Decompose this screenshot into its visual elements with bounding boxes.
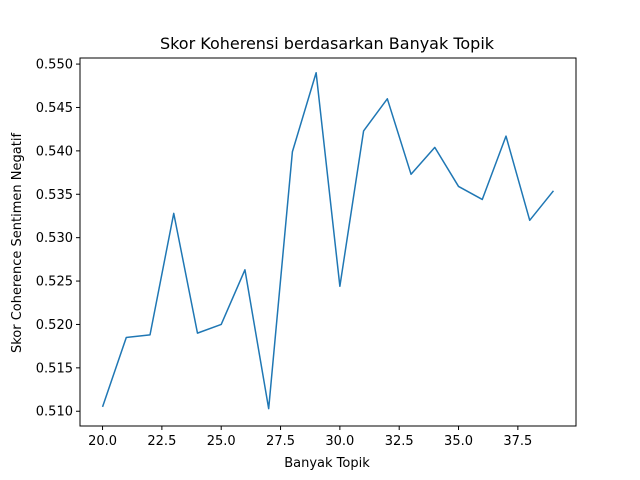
data-point — [505, 135, 507, 137]
y-tick-label: 0.535 — [36, 188, 73, 203]
y-tick-label: 0.540 — [36, 144, 73, 159]
series-line — [101, 72, 555, 410]
data-point — [267, 407, 269, 409]
data-point — [101, 406, 103, 408]
data-point — [315, 72, 317, 74]
data-point — [457, 185, 459, 187]
x-tick-label: 35.0 — [444, 434, 473, 449]
y-tick-label: 0.520 — [36, 318, 73, 333]
y-axis-label: Skor Coherence Sentimen Negatif — [10, 133, 25, 353]
x-axis-label: Banyak Topik — [284, 456, 370, 471]
data-point — [339, 285, 341, 287]
x-tick-label: 25.0 — [207, 434, 236, 449]
y-tick-label: 0.530 — [36, 231, 73, 246]
data-point — [529, 219, 531, 221]
data-point — [386, 98, 388, 100]
y-tick-label: 0.545 — [36, 101, 73, 116]
plot-frame — [79, 57, 577, 427]
x-tick-label: 20.0 — [88, 434, 117, 449]
x-tick-label: 27.5 — [266, 434, 295, 449]
data-point — [481, 198, 483, 200]
data-point — [410, 173, 412, 175]
data-point — [196, 332, 198, 334]
y-tick-label: 0.510 — [36, 405, 73, 420]
y-tick-label: 0.525 — [36, 275, 73, 290]
x-tick-label: 22.5 — [147, 434, 176, 449]
x-tick-label: 37.5 — [503, 434, 532, 449]
y-axis: 0.510 0.515 0.520 0.525 0.530 0.535 0.540 0.545… — [36, 58, 80, 420]
data-point — [149, 334, 151, 336]
data-point — [552, 190, 554, 192]
x-axis: 20.0 22.5 25.0 27.5 30.0 32.5 35.0 37.5 — [88, 426, 532, 449]
data-point — [291, 151, 293, 153]
data-point — [173, 212, 175, 214]
data-point — [362, 130, 364, 132]
data-point — [125, 336, 127, 338]
x-tick-label: 32.5 — [385, 434, 414, 449]
x-tick-label: 30.0 — [325, 434, 354, 449]
chart-title: Skor Koherensi berdasarkan Banyak Topik — [160, 34, 495, 53]
data-point — [220, 323, 222, 325]
y-tick-label: 0.550 — [36, 58, 73, 73]
data-point — [434, 146, 436, 148]
y-tick-label: 0.515 — [36, 361, 73, 376]
plot-series — [101, 72, 555, 410]
data-point — [244, 269, 246, 271]
